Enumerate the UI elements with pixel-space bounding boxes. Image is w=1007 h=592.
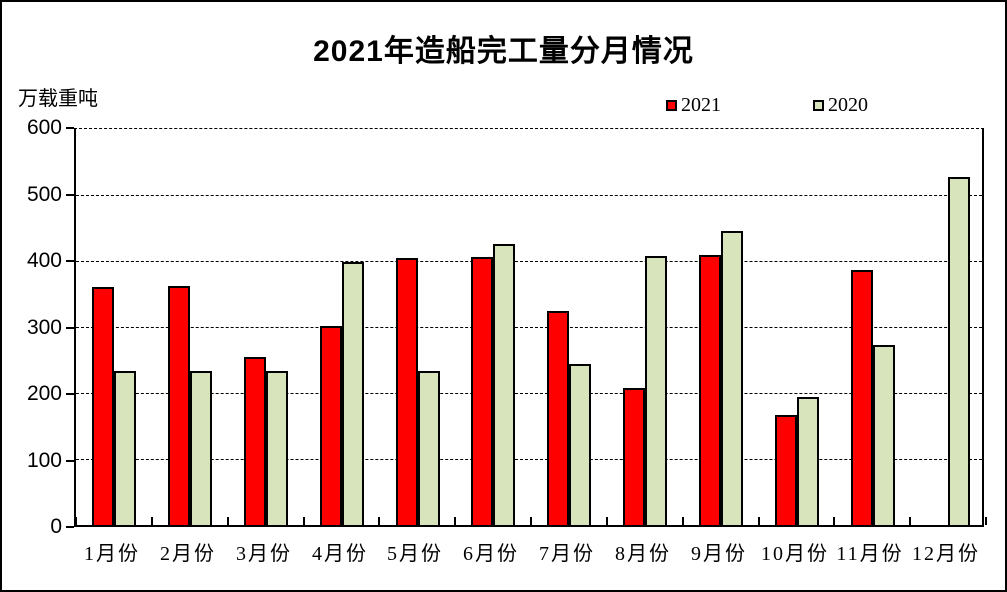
legend-item-2021: 2021 xyxy=(666,94,721,116)
x-axis-label-4月份: 4月份 xyxy=(312,543,368,565)
y-axis-tick xyxy=(66,194,74,196)
bar-2021-10月份 xyxy=(775,415,797,525)
bar-2021-4月份 xyxy=(320,326,342,525)
gridline-200 xyxy=(76,392,982,394)
bar-2021-6月份 xyxy=(471,257,493,525)
x-axis-tick xyxy=(227,517,229,525)
bar-2020-5月份 xyxy=(418,370,440,525)
bar-2020-3月份 xyxy=(266,371,288,525)
gridline-100 xyxy=(76,459,982,460)
x-axis-tick xyxy=(606,517,608,525)
legend-item-2020: 2020 xyxy=(813,94,868,116)
x-axis-label-7月份: 7月份 xyxy=(539,543,595,565)
x-axis-label-3月份: 3月份 xyxy=(236,543,292,565)
legend: 2021 2020 xyxy=(2,94,1005,116)
bar-2020-9月份 xyxy=(721,230,743,525)
y-axis-label-400: 400 xyxy=(26,249,62,272)
bar-2021-5月份 xyxy=(396,257,418,525)
y-axis-label-600: 600 xyxy=(26,116,62,139)
x-axis-label-2月份: 2月份 xyxy=(160,543,216,565)
bar-2020-7月份 xyxy=(569,363,591,525)
y-axis-label-300: 300 xyxy=(26,316,62,339)
y-axis-tick xyxy=(66,526,74,528)
gridline-500 xyxy=(76,194,982,196)
legend-label-2021: 2021 xyxy=(681,93,721,116)
y-axis-label-200: 200 xyxy=(26,382,62,405)
y-axis-tick xyxy=(66,260,74,262)
x-axis-label-10月份: 10月份 xyxy=(761,543,829,565)
x-axis-tick xyxy=(303,517,305,525)
bar-2021-11月份 xyxy=(851,269,873,525)
plot-area xyxy=(74,128,987,527)
bar-2021-1月份 xyxy=(92,287,114,525)
bar-2021-2月份 xyxy=(168,286,190,525)
x-axis-tick xyxy=(75,517,77,525)
x-axis-label-5月份: 5月份 xyxy=(387,543,443,565)
y-axis-unit-label: 万载重吨 xyxy=(18,88,98,110)
x-axis-label-9月份: 9月份 xyxy=(691,543,747,565)
gridline-400 xyxy=(76,260,982,262)
x-axis-label-1月份: 1月份 xyxy=(84,543,140,565)
y-axis-label-0: 0 xyxy=(50,515,62,538)
y-axis-tick xyxy=(66,393,74,395)
x-axis-label-8月份: 8月份 xyxy=(615,543,671,565)
x-axis-label-11月份: 11月份 xyxy=(836,543,904,565)
x-axis-tick xyxy=(454,517,456,525)
bar-2020-8月份 xyxy=(645,256,667,525)
legend-swatch-2021-icon xyxy=(666,99,677,111)
bar-2020-6月份 xyxy=(493,243,515,525)
chart-title: 2021年造船完工量分月情况 xyxy=(313,35,694,68)
bar-2020-11月份 xyxy=(873,345,895,525)
y-axis-tick xyxy=(66,127,74,129)
bar-2020-1月份 xyxy=(114,371,136,525)
y-axis-tick xyxy=(66,460,74,462)
bar-2020-4月份 xyxy=(342,262,364,525)
x-axis-tick xyxy=(530,517,532,525)
x-axis-label-6月份: 6月份 xyxy=(463,543,519,565)
x-axis-tick xyxy=(151,517,153,525)
bar-2020-12月份 xyxy=(948,176,970,525)
bar-2021-7月份 xyxy=(547,310,569,525)
y-axis-tick xyxy=(66,327,74,329)
x-axis-tick xyxy=(833,517,835,525)
bar-2021-8月份 xyxy=(623,387,645,525)
legend-label-2020: 2020 xyxy=(828,93,868,116)
bar-2020-10月份 xyxy=(797,396,819,525)
bar-2021-9月份 xyxy=(699,255,721,525)
x-axis-tick xyxy=(682,517,684,525)
x-axis-label-12月份: 12月份 xyxy=(912,543,980,565)
x-axis-tick xyxy=(985,517,987,525)
legend-swatch-2020-icon xyxy=(813,99,824,111)
x-axis-tick xyxy=(758,517,760,525)
y-axis-label-500: 500 xyxy=(26,183,62,206)
x-axis-tick xyxy=(909,517,911,525)
x-axis-tick xyxy=(378,517,380,525)
bar-2020-2月份 xyxy=(190,370,212,525)
y-axis-label-100: 100 xyxy=(26,449,62,472)
bar-2021-3月份 xyxy=(244,356,266,525)
gridline-300 xyxy=(76,327,982,328)
